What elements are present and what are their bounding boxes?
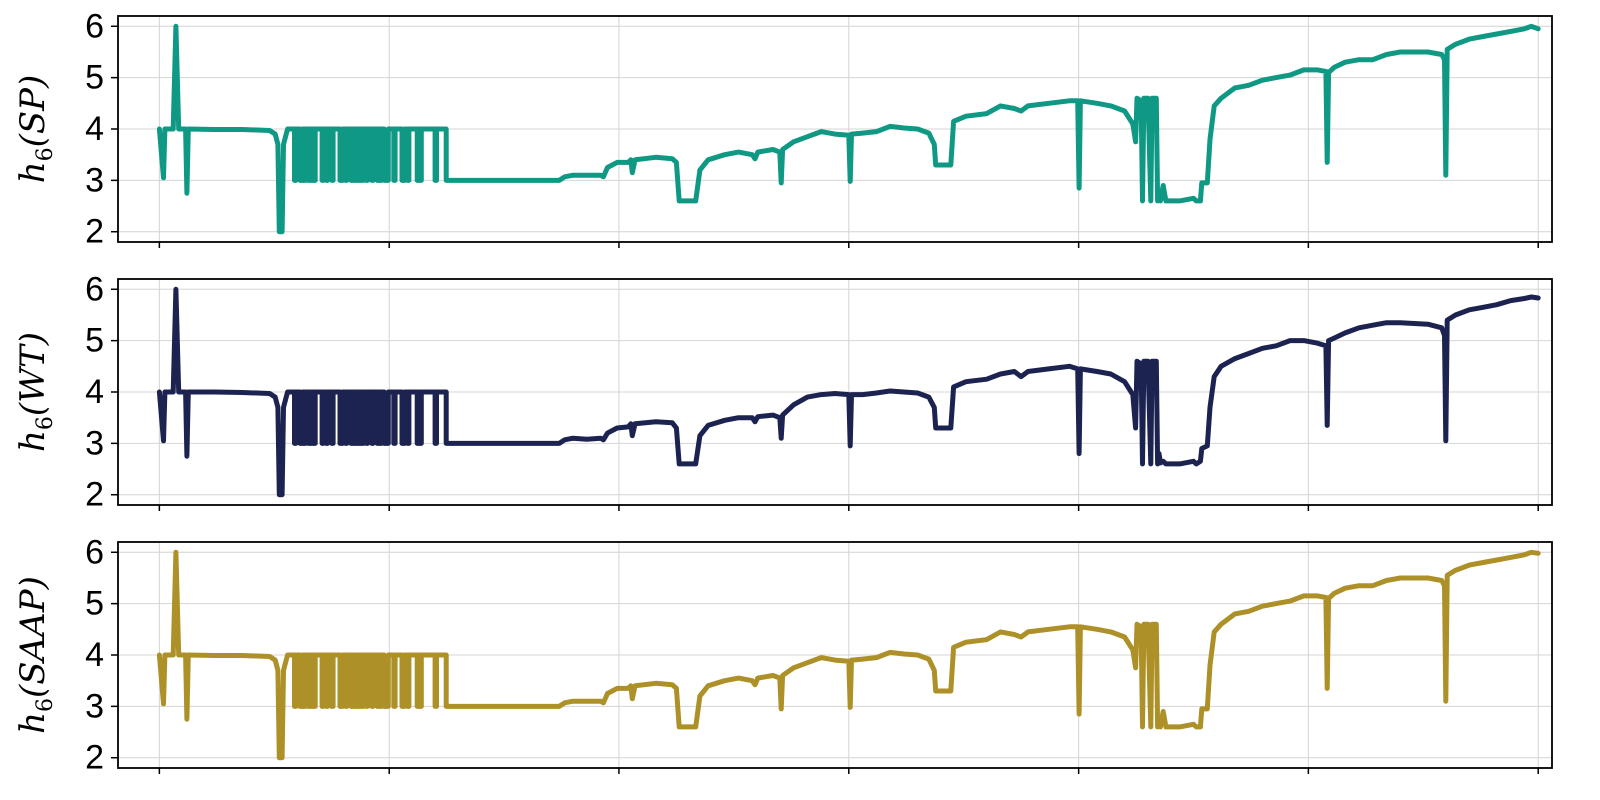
y-tick-label: 6 xyxy=(85,7,104,45)
y-tick-label: 6 xyxy=(85,270,104,308)
plot-frame xyxy=(117,15,1553,243)
y-tick-label: 4 xyxy=(85,110,104,148)
y-tick-label: 6 xyxy=(85,533,104,571)
series-line xyxy=(156,286,1541,498)
y-tick-label: 3 xyxy=(85,687,104,725)
series-line xyxy=(156,23,1541,235)
plot-frame xyxy=(117,278,1553,506)
y-axis-label: h6(WT) xyxy=(13,332,58,452)
panel-1: 2 3 4 5 6 h6(SP) xyxy=(13,7,1553,251)
series-line xyxy=(156,549,1541,761)
y-tick-label: 2 xyxy=(85,739,104,777)
y-tick-label: 4 xyxy=(85,636,104,674)
y-tick-label: 2 xyxy=(85,476,104,514)
y-axis-label: h6(SP) xyxy=(13,75,58,184)
y-tick-label: 2 xyxy=(85,213,104,251)
y-axis-label: h6(SAAP) xyxy=(13,576,58,734)
panel-3: 2 3 4 5 6 h6(SAAP) xyxy=(13,533,1553,777)
panel-2: 2 3 4 5 6 h6(WT) xyxy=(13,270,1553,514)
y-tick-label: 5 xyxy=(85,322,104,360)
y-tick-label: 4 xyxy=(85,373,104,411)
plot-frame xyxy=(117,541,1553,769)
y-tick-label: 5 xyxy=(85,585,104,623)
y-tick-label: 3 xyxy=(85,161,104,199)
y-tick-label: 5 xyxy=(85,59,104,97)
y-tick-label: 3 xyxy=(85,424,104,462)
